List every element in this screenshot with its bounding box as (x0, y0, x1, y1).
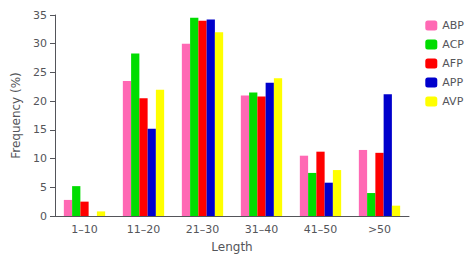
svg-text:10: 10 (33, 152, 47, 165)
svg-text:AVP: AVP (442, 95, 463, 108)
svg-text:31–40: 31–40 (245, 223, 279, 236)
svg-text:1–10: 1–10 (71, 223, 98, 236)
svg-text:21–30: 21–30 (186, 223, 220, 236)
svg-text:APP: APP (442, 76, 463, 89)
svg-text:35: 35 (33, 9, 47, 22)
svg-text:Length: Length (211, 240, 252, 254)
svg-text:15: 15 (33, 123, 47, 136)
svg-text:30: 30 (33, 37, 47, 50)
svg-text:ABP: ABP (442, 19, 464, 32)
svg-text:Frequency (%): Frequency (%) (9, 72, 23, 159)
svg-text:0: 0 (40, 210, 47, 223)
svg-text:20: 20 (33, 95, 47, 108)
svg-text:ACP: ACP (442, 38, 464, 51)
svg-text:25: 25 (33, 66, 47, 79)
svg-text:11–20: 11–20 (127, 223, 161, 236)
svg-text:41–50: 41–50 (304, 223, 338, 236)
svg-text:AFP: AFP (442, 57, 463, 70)
svg-text:>50: >50 (368, 223, 391, 236)
svg-text:5: 5 (40, 181, 47, 194)
